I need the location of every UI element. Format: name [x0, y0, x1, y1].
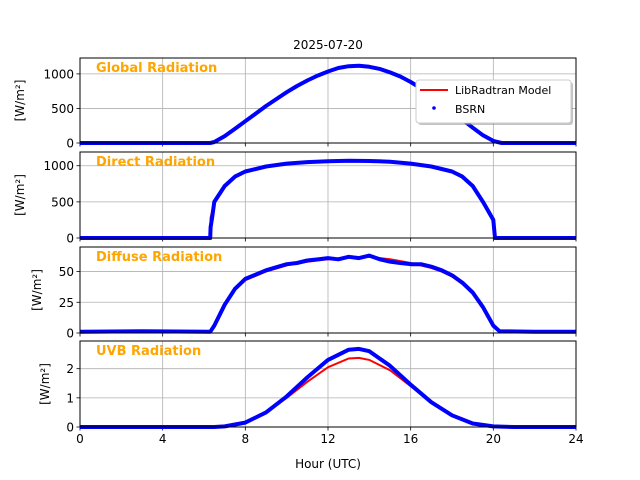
y-axis-label: [W/m²]: [13, 80, 27, 122]
bsrn-series-line: [80, 158, 576, 240]
chart-title: 2025-07-20: [293, 38, 363, 52]
legend-bsrn-marker: [432, 106, 436, 110]
panel-label: Global Radiation: [96, 61, 217, 76]
axes-frame: [79, 246, 577, 334]
y-tick-label: 1000: [43, 159, 74, 173]
axes-frame: [79, 57, 577, 144]
legend-bsrn-label: BSRN: [455, 103, 485, 116]
legend: LibRadtran Model BSRN: [415, 79, 573, 125]
y-tick-label: 25: [59, 296, 74, 310]
x-tick-label: 0: [76, 432, 84, 446]
y-tick-label: 1: [66, 391, 74, 405]
axes-frame: [79, 151, 577, 239]
panel-label: Direct Radiation: [96, 155, 215, 170]
y-tick-label: 50: [59, 265, 74, 279]
x-tick-label: 20: [486, 432, 501, 446]
y-tick-label: 500: [51, 195, 74, 209]
x-tick-label: 8: [242, 432, 250, 446]
x-tick-label: 24: [568, 432, 583, 446]
panel-label: Diffuse Radiation: [96, 250, 222, 265]
legend-model-label: LibRadtran Model: [455, 84, 551, 97]
y-tick-label: 2: [66, 362, 74, 376]
y-tick-label: 0: [66, 327, 74, 341]
panel-label: UVB Radiation: [96, 344, 201, 359]
y-axis-label: [W/m²]: [38, 363, 52, 405]
y-tick-label: 0: [66, 232, 74, 246]
x-tick-label: 4: [159, 432, 167, 446]
panel-diffuse-radiation: 0 25 50 Diffuse Radiation [W/m²]: [30, 246, 577, 341]
y-tick-label: 500: [51, 102, 74, 116]
y-axis-label: [W/m²]: [13, 174, 27, 216]
y-tick-label: 1000: [43, 67, 74, 81]
y-tick-label: 0: [66, 137, 74, 151]
y-tick-label: 0: [66, 421, 74, 435]
y-axis-label: [W/m²]: [30, 269, 44, 311]
x-tick-label: 12: [320, 432, 335, 446]
axes-frame: [79, 340, 577, 428]
bsrn-series-line: [79, 253, 576, 334]
panel-direct-radiation: 0 500 1000 Direct Radiation [W/m²]: [13, 151, 577, 246]
x-tick-label: 16: [403, 432, 418, 446]
x-axis-label: Hour (UTC): [295, 457, 361, 471]
bsrn-series-line: [80, 346, 576, 429]
